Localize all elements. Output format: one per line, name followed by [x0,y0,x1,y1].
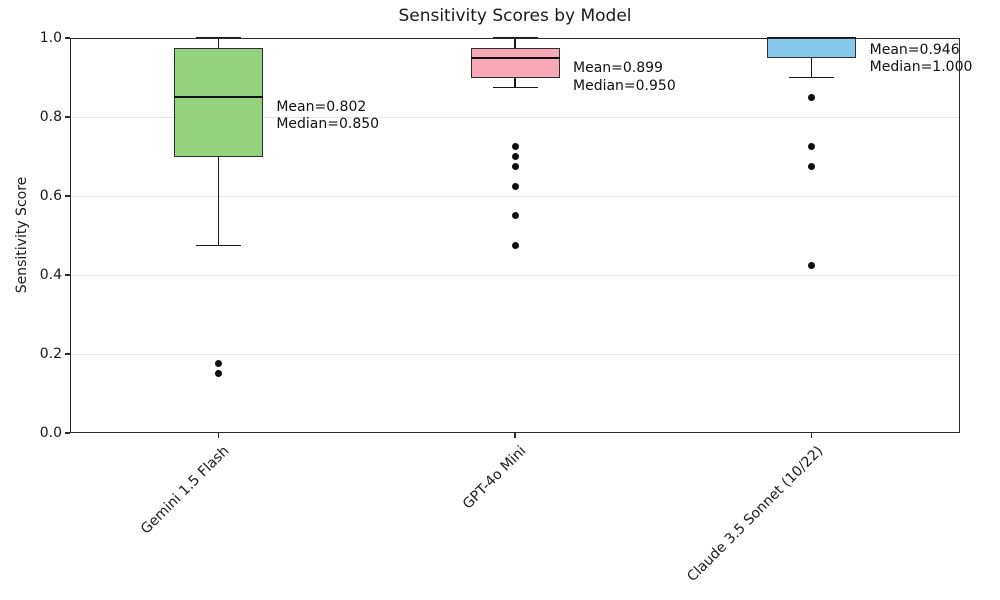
outlier-point-claude-3-5-sonnet-10-22-0 [808,93,816,101]
x-tick-mark-gpt-4o-mini [514,433,516,438]
gridline-0.6 [70,195,960,197]
whisker-cap-upper-gpt-4o-mini [492,37,538,39]
y-tick-mark-0.0 [65,432,70,434]
whisker-cap-lower-claude-3-5-sonnet-10-22 [789,76,835,79]
y-tick-label-0.6: 0.6 [39,188,62,204]
outlier-point-claude-3-5-sonnet-10-22-2 [808,162,816,170]
chart-title: Sensitivity Scores by Model [398,6,632,26]
whisker-cap-lower-gemini-1-5-flash [195,244,241,247]
outlier-point-gemini-1-5-flash-0 [214,360,222,368]
whisker-cap-upper-gemini-1-5-flash [195,37,241,39]
box-claude-3-5-sonnet-10-22 [767,38,857,58]
gridline-0.2 [70,353,960,355]
x-tick-label-gemini-1-5-flash: Gemini 1.5 Flash [138,443,233,538]
outlier-point-gpt-4o-mini-3 [511,182,519,190]
box-gemini-1-5-flash [173,47,263,157]
y-tick-mark-0.8 [65,116,70,118]
gridline-0.8 [70,116,960,118]
whisker-lower-gpt-4o-mini [514,77,516,88]
outlier-point-gpt-4o-mini-4 [511,212,519,220]
y-tick-mark-1.0 [65,37,70,39]
whisker-cap-lower-gpt-4o-mini [492,86,538,89]
whisker-upper-gpt-4o-mini [514,38,516,48]
whisker-upper-gemini-1-5-flash [217,38,220,48]
y-tick-label-0.2: 0.2 [39,346,62,362]
y-tick-mark-0.6 [65,195,70,197]
stats-annotation-gpt-4o-mini: Mean=0.899 Median=0.950 [573,60,676,95]
y-tick-label-0.4: 0.4 [39,267,62,283]
x-tick-label-gpt-4o-mini: GPT-4o Mini [459,443,530,513]
x-tick-label-claude-3-5-sonnet-10-22: Claude 3.5 Sonnet (10/22) [683,443,826,585]
gridline-0.4 [70,274,960,276]
outlier-point-gpt-4o-mini-2 [511,162,519,170]
stats-annotation-mean-gpt-4o-mini: Mean=0.899 [573,60,663,77]
outlier-point-gpt-4o-mini-0 [511,143,519,151]
stats-annotation-median-gemini-1-5-flash: Median=0.850 [276,116,380,133]
y-tick-mark-0.2 [65,353,70,355]
median-line-gemini-1-5-flash [173,96,263,99]
x-tick-mark-claude-3-5-sonnet-10-22 [811,433,813,438]
y-tick-label-0.8: 0.8 [39,109,62,125]
y-tick-label-1.0: 1.0 [39,30,62,46]
outlier-point-claude-3-5-sonnet-10-22-1 [808,143,816,151]
outlier-point-gemini-1-5-flash-1 [214,370,222,378]
stats-annotation-gemini-1-5-flash: Mean=0.802 Median=0.850 [276,99,379,134]
box-gpt-4o-mini [470,47,560,78]
outlier-point-gpt-4o-mini-1 [511,153,519,160]
median-line-claude-3-5-sonnet-10-22 [767,37,857,39]
outlier-point-claude-3-5-sonnet-10-22-3 [808,261,816,269]
y-tick-label-0.0: 0.0 [39,425,62,441]
stats-annotation-median-claude-3-5-sonnet-10-22: Median=1.000 [869,59,973,76]
stats-annotation-mean-gemini-1-5-flash: Mean=0.802 [276,98,367,115]
median-line-gpt-4o-mini [470,56,560,59]
stats-annotation-median-gpt-4o-mini: Median=0.950 [573,77,676,94]
y-tick-mark-0.4 [65,274,70,276]
whisker-lower-claude-3-5-sonnet-10-22 [810,57,813,78]
outlier-point-gpt-4o-mini-5 [511,241,519,249]
x-tick-mark-gemini-1-5-flash [217,433,219,438]
stats-annotation-claude-3-5-sonnet-10-22: Mean=0.946 Median=1.000 [870,42,973,77]
whisker-lower-gemini-1-5-flash [217,156,220,246]
stats-annotation-mean-claude-3-5-sonnet-10-22: Mean=0.946 [869,41,960,58]
